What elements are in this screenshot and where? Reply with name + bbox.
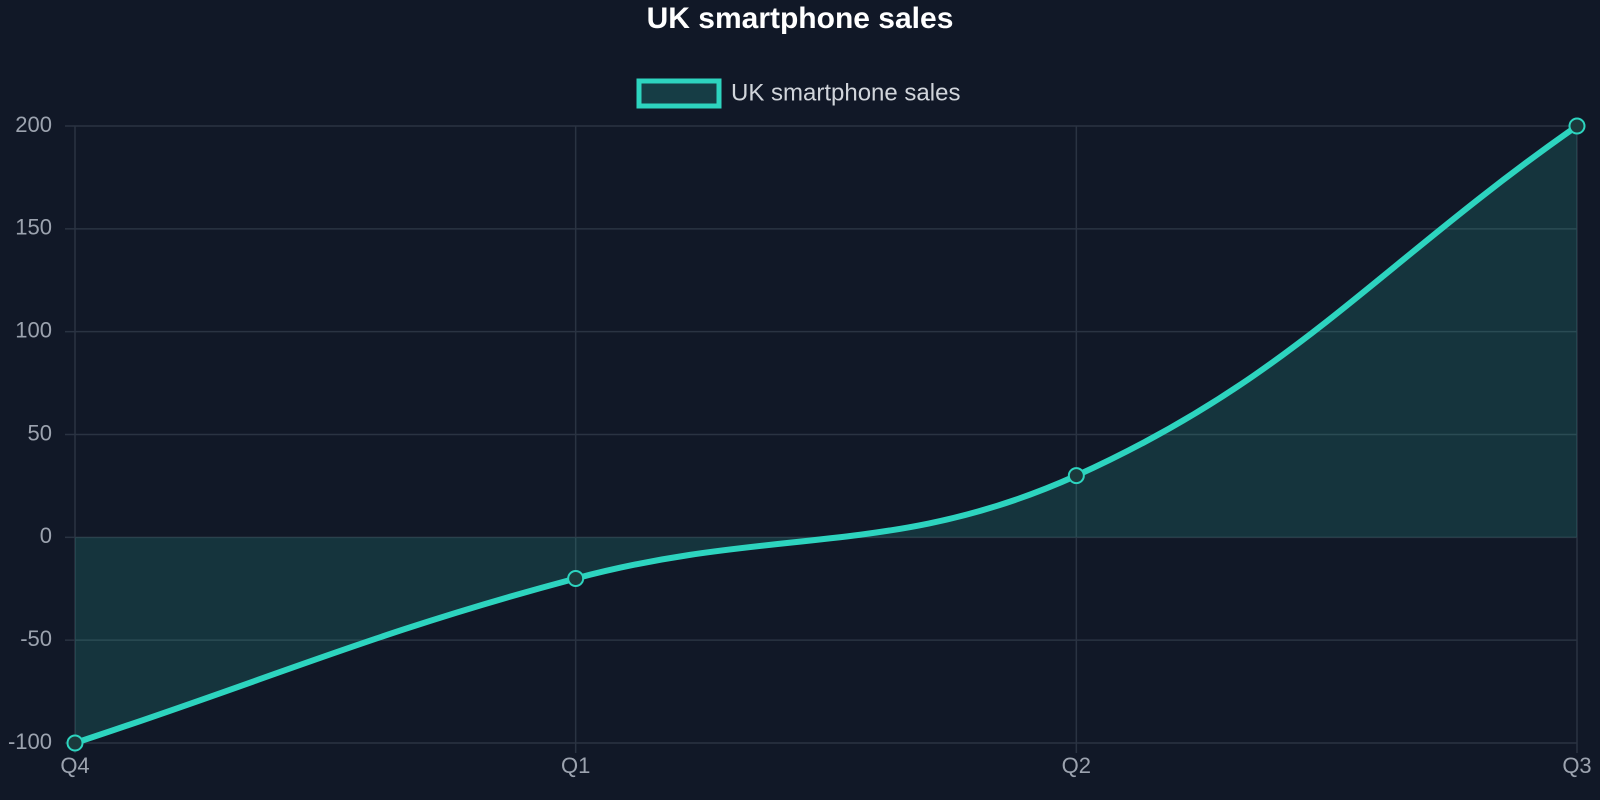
x-tick-label: Q2 (1062, 753, 1091, 778)
line (74, 123, 1579, 746)
legend-swatch (636, 78, 722, 109)
x-tick-label: Q3 (1562, 753, 1591, 778)
y-tick-label: -100 (8, 729, 52, 754)
y-tick-label: 100 (15, 317, 52, 342)
x-tick-label: Q1 (561, 753, 590, 778)
y-tick-label: 50 (28, 420, 52, 445)
y-tick-label: 150 (15, 215, 52, 240)
y-tick-label: 0 (40, 523, 52, 548)
point (66, 734, 84, 752)
point (1067, 467, 1085, 485)
y-tick-label: -50 (20, 626, 52, 651)
y-tick-label: 200 (15, 112, 52, 137)
chart-title: UK smartphone sales (647, 2, 954, 35)
legend-label: UK smartphone sales (731, 79, 960, 106)
point (567, 569, 585, 587)
area (75, 126, 1577, 743)
x-tick-label: Q4 (60, 753, 89, 778)
point (1568, 117, 1586, 135)
